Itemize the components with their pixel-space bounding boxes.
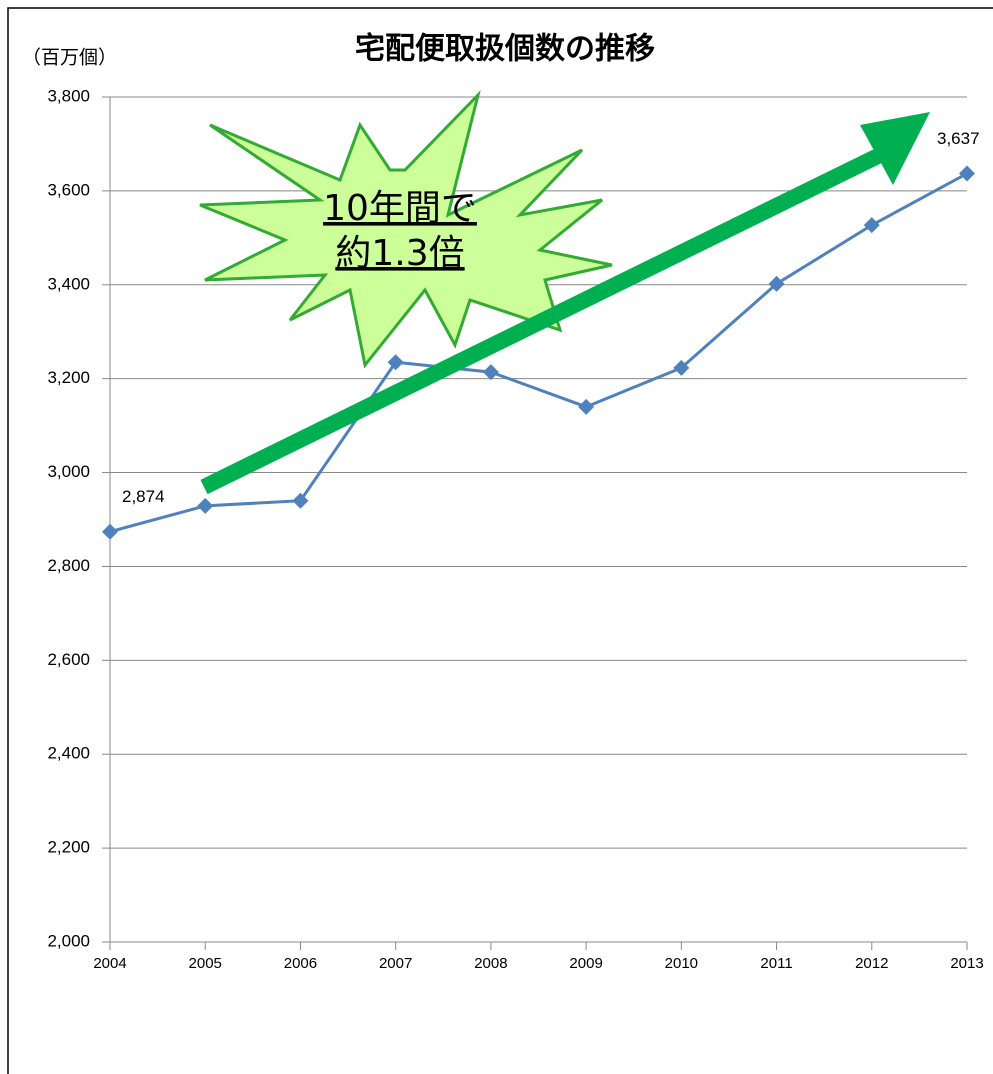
marker	[197, 497, 214, 514]
y-tick-label: 2,000	[47, 931, 90, 950]
marker	[387, 354, 404, 371]
arrow-head	[860, 112, 930, 185]
marker	[578, 398, 595, 415]
marker	[959, 165, 975, 182]
x-tick-label: 2013	[950, 955, 983, 972]
y-tick-label: 3,800	[47, 86, 90, 105]
annotation: 約1.3倍	[335, 233, 464, 274]
data-label: 3,637	[937, 129, 980, 148]
y-tick-label: 3,400	[47, 274, 90, 293]
x-tick-label: 2007	[379, 955, 412, 972]
line	[109, 172, 968, 534]
marker	[482, 364, 499, 381]
x-tick-label: 2011	[760, 955, 792, 972]
x-tick-label: 2010	[665, 955, 698, 972]
marker	[292, 492, 309, 509]
x-tick-label: 2005	[189, 955, 222, 972]
x-tick-label: 2006	[284, 955, 317, 972]
data-label: 2,874	[122, 487, 165, 506]
annotation: 10年間で	[323, 188, 477, 229]
x-tick-label: 2008	[474, 955, 507, 972]
y-tick-label: 3,200	[47, 368, 90, 387]
x-tick-label: 2009	[569, 955, 602, 972]
y-tick-label: 3,000	[47, 462, 90, 481]
trend-arrow	[200, 147, 884, 495]
marker	[768, 275, 785, 292]
y-tick-label: 2,600	[47, 650, 90, 669]
y-tick-label: 2,400	[47, 744, 90, 763]
y-tick-label: 2,800	[47, 556, 90, 575]
marker	[102, 523, 118, 540]
y-tick-label: 2,200	[47, 838, 90, 857]
marker	[863, 217, 880, 234]
y-tick-label: 3,600	[47, 180, 90, 199]
x-tick-label: 2012	[855, 955, 888, 972]
marker	[673, 359, 690, 376]
y-axis-label: （百万個）	[22, 47, 117, 69]
chart-title: 宅配便取扱個数の推移	[355, 32, 655, 67]
starburst	[199, 89, 613, 369]
x-tick-label: 2004	[93, 955, 126, 972]
